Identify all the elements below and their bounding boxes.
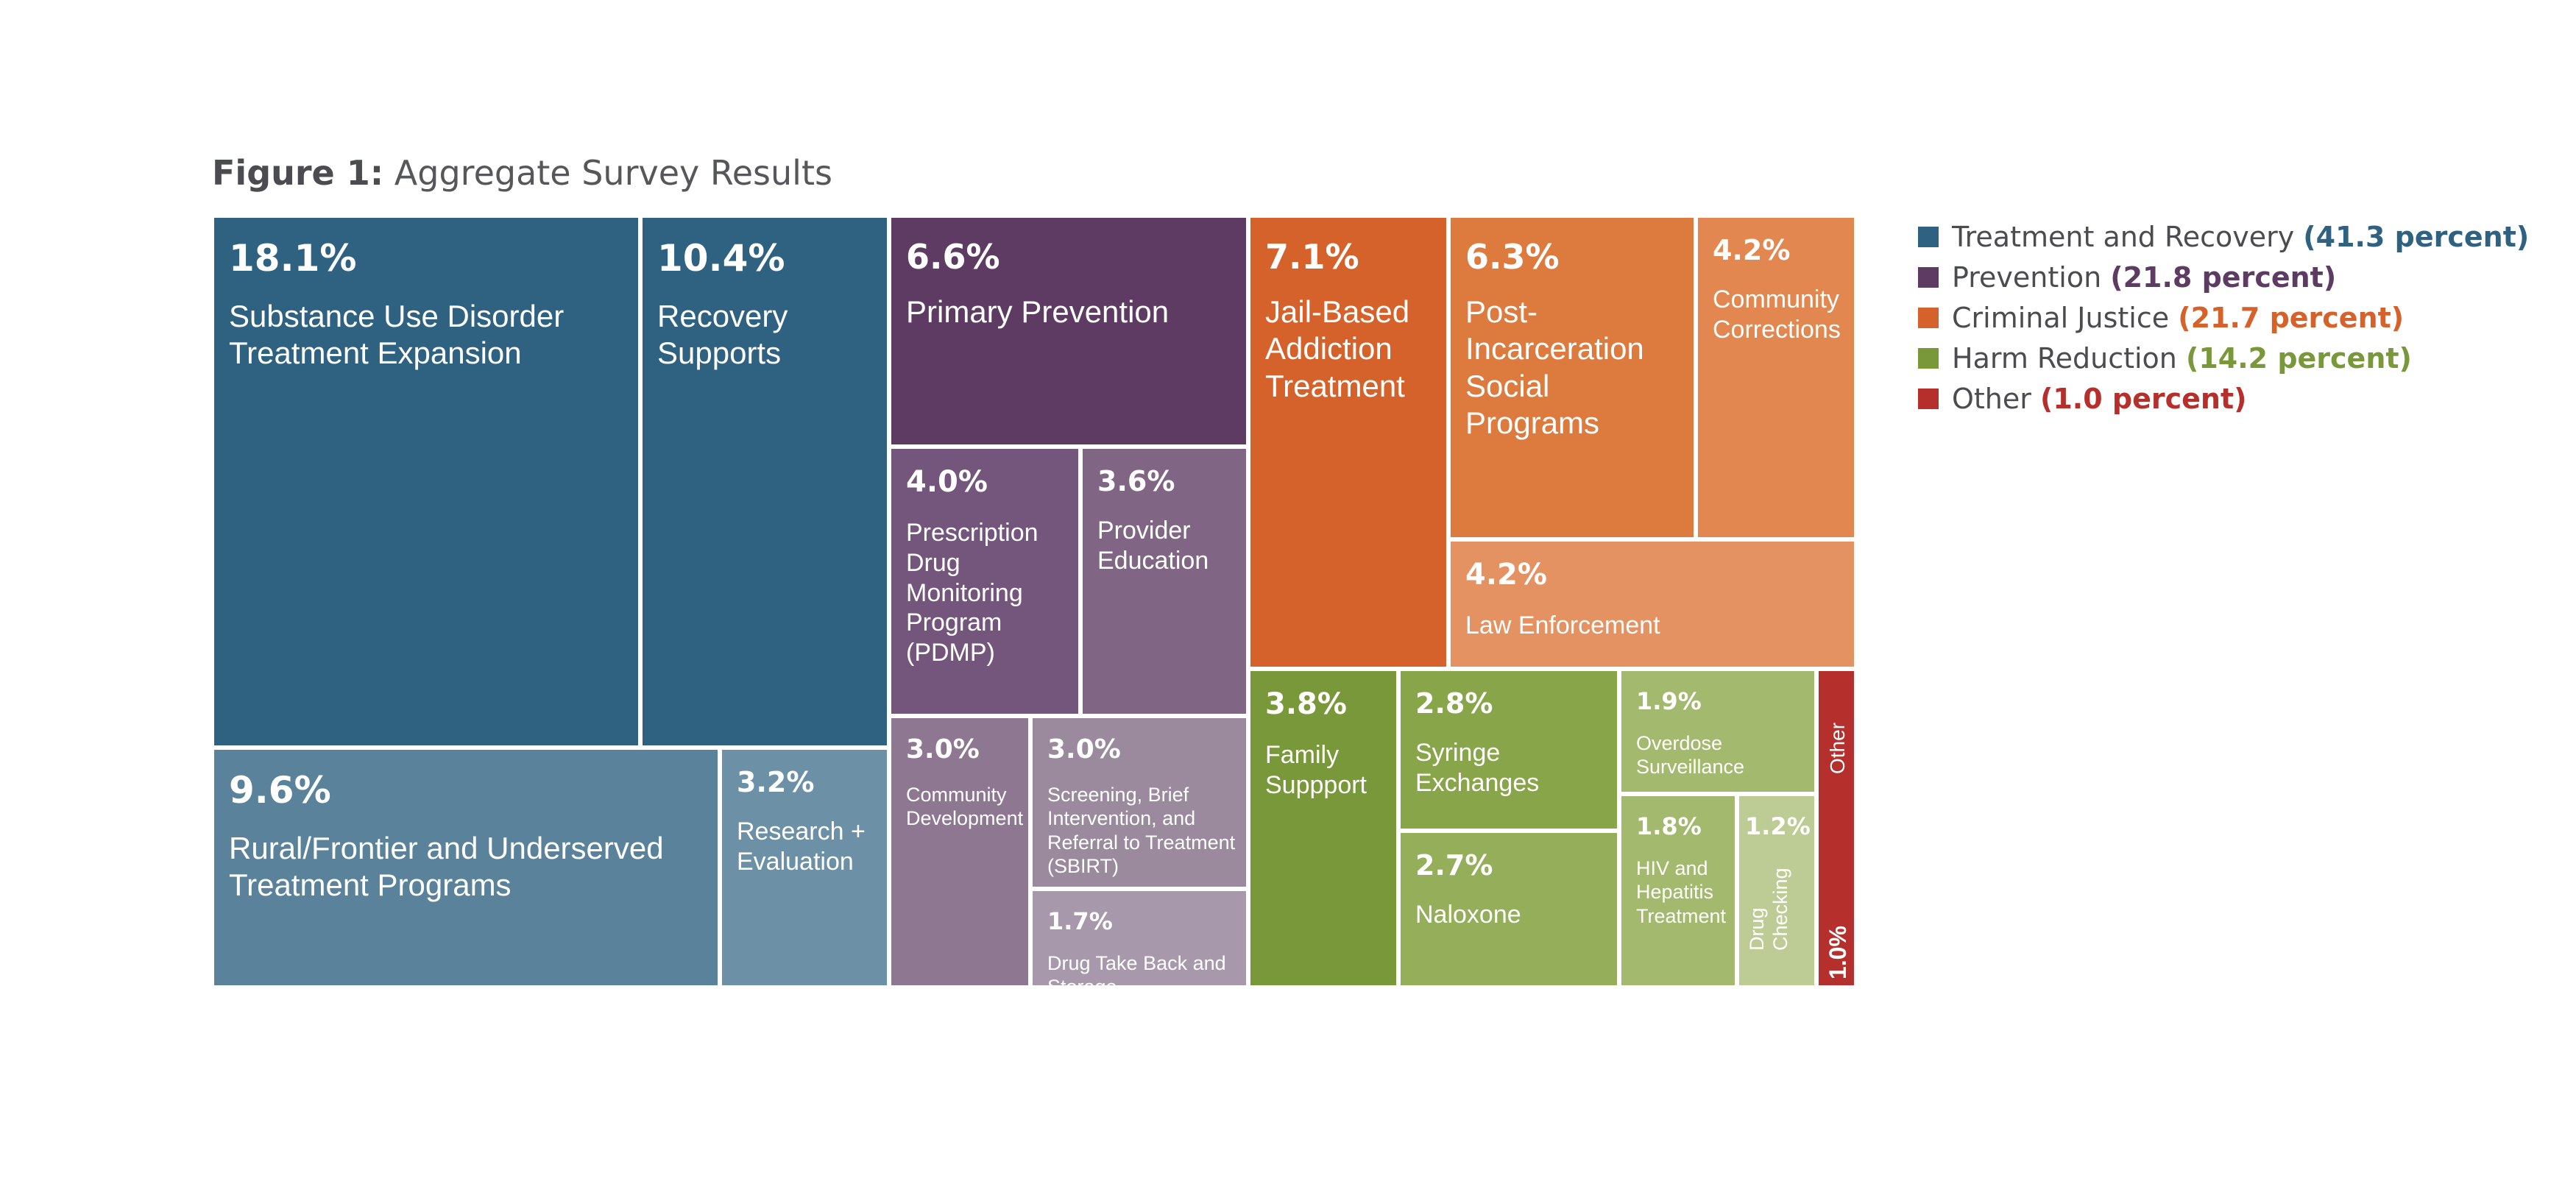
tile-recovery-supports-percent: 10.4% xyxy=(657,237,785,280)
tile-primary-prevention-label: Primary Prevention xyxy=(906,294,1170,329)
tile-primary-prevention: 6.6% Primary Prevention xyxy=(889,216,1248,447)
tile-jail-based-treatment-label: Jail-Based Addiction Treatment xyxy=(1265,294,1410,403)
tile-family-support: 3.8% Family Suppport xyxy=(1248,669,1398,987)
legend-swatch xyxy=(1918,267,1939,288)
tile-syringe-exchanges-label: Syringe Exchanges xyxy=(1415,739,1540,797)
tile-rural-frontier: 9.6% Rural/Frontier and Underserved Treat… xyxy=(212,748,720,987)
figure-title: Figure 1: Aggregate Survey Results xyxy=(212,153,832,193)
tile-hiv-hepatitis: 1.8% HIV and Hepatitis Treatment xyxy=(1619,794,1737,987)
tile-naloxone-percent: 2.7% xyxy=(1415,849,1493,882)
legend-label: Treatment and Recovery xyxy=(1952,221,2295,253)
tile-law-enforcement-percent: 4.2% xyxy=(1465,558,1547,592)
tile-provider-education: 3.6% Provider Education xyxy=(1080,447,1248,716)
tile-drug-take-back-label: Drug Take Back and Storage xyxy=(1047,952,1226,987)
tile-pdmp-percent: 4.0% xyxy=(906,465,988,499)
tile-community-corrections: 4.2% Community Corrections xyxy=(1696,216,1856,539)
tile-sud-treatment-expansion-percent: 18.1% xyxy=(229,237,357,280)
legend-swatch xyxy=(1918,227,1939,247)
legend-text: Treatment and Recovery (41.3 percent) xyxy=(1952,221,2529,253)
tile-other-label: Other xyxy=(1826,722,1849,774)
tile-post-incarceration-label: Post-Incarceration Social Programs xyxy=(1465,294,1644,441)
tile-community-development-percent: 3.0% xyxy=(906,734,980,765)
legend-label: Harm Reduction xyxy=(1952,342,2177,375)
tile-recovery-supports: 10.4% Recovery Supports xyxy=(640,216,889,748)
tile-community-corrections-label: Community Corrections xyxy=(1713,286,1841,344)
tile-sud-treatment-expansion: 18.1% Substance Use Disorder Treatment Ex… xyxy=(212,216,640,748)
tile-drug-checking-label: Drug Checking xyxy=(1746,868,1792,951)
tile-jail-based-treatment-percent: 7.1% xyxy=(1265,237,1359,277)
tile-research-evaluation-percent: 3.2% xyxy=(737,766,815,798)
tile-law-enforcement: 4.2% Law Enforcement xyxy=(1448,539,1856,669)
tile-provider-education-percent: 3.6% xyxy=(1097,465,1175,497)
tile-naloxone: 2.7% Naloxone xyxy=(1398,831,1619,987)
tile-community-corrections-percent: 4.2% xyxy=(1713,234,1791,266)
tile-pdmp: 4.0% Prescription Drug Monitoring Program… xyxy=(889,447,1080,716)
legend-text: Harm Reduction (14.2 percent) xyxy=(1952,342,2412,375)
tile-syringe-exchanges: 2.8% Syringe Exchanges xyxy=(1398,669,1619,831)
tile-sbirt: 3.0% Screening, Brief Intervention, and R… xyxy=(1030,716,1248,889)
tile-research-evaluation: 3.2% Research + Evaluation xyxy=(720,748,889,987)
tile-primary-prevention-percent: 6.6% xyxy=(906,237,1000,277)
tile-community-development: 3.0% Community Development xyxy=(889,716,1030,987)
tile-overdose-surveillance: 1.9% Overdose Surveillance xyxy=(1619,669,1816,794)
legend-value: (1.0 percent) xyxy=(2040,383,2247,415)
tile-rural-frontier-label: Rural/Frontier and Underserved Treatment… xyxy=(229,831,664,903)
tile-rural-frontier-percent: 9.6% xyxy=(229,769,331,812)
tile-syringe-exchanges-percent: 2.8% xyxy=(1415,687,1493,720)
tile-family-support-label: Family Suppport xyxy=(1265,741,1367,799)
tile-family-support-percent: 3.8% xyxy=(1265,687,1347,721)
legend-swatch xyxy=(1918,308,1939,328)
tile-law-enforcement-label: Law Enforcement xyxy=(1465,611,1660,639)
tile-jail-based-treatment: 7.1% Jail-Based Addiction Treatment xyxy=(1248,216,1448,669)
legend-swatch xyxy=(1918,389,1939,409)
legend-value: (41.3 percent) xyxy=(2303,221,2530,253)
tile-naloxone-label: Naloxone xyxy=(1415,901,1521,929)
tile-other: Other 1.0% xyxy=(1816,669,1856,987)
tile-post-incarceration-percent: 6.3% xyxy=(1465,237,1560,277)
tile-hiv-hepatitis-label: HIV and Hepatitis Treatment xyxy=(1636,857,1727,927)
legend-value: (14.2 percent) xyxy=(2185,342,2412,375)
tile-hiv-hepatitis-percent: 1.8% xyxy=(1636,812,1702,840)
tile-pdmp-label: Prescription Drug Monitoring Program (PD… xyxy=(906,519,1038,667)
tile-overdose-surveillance-label: Overdose Surveillance xyxy=(1636,732,1745,779)
tile-community-development-label: Community Development xyxy=(906,784,1024,830)
tile-drug-checking: 1.2% Drug Checking xyxy=(1737,794,1816,987)
tile-drug-take-back-percent: 1.7% xyxy=(1047,907,1113,935)
legend-label: Criminal Justice xyxy=(1952,302,2170,334)
tile-post-incarceration: 6.3% Post-Incarceration Social Programs xyxy=(1448,216,1696,539)
legend-text: Other (1.0 percent) xyxy=(1952,383,2247,415)
legend-text: Prevention (21.8 percent) xyxy=(1952,261,2336,294)
figure-title-text: Aggregate Survey Results xyxy=(394,153,832,193)
tile-sud-treatment-expansion-label: Substance Use Disorder Treatment Expansi… xyxy=(229,299,565,371)
legend-text: Criminal Justice (21.7 percent) xyxy=(1952,302,2404,334)
tile-drug-take-back: 1.7% Drug Take Back and Storage xyxy=(1030,889,1248,987)
legend-label: Prevention xyxy=(1952,261,2102,294)
tile-research-evaluation-label: Research + Evaluation xyxy=(737,818,866,876)
legend-swatch xyxy=(1918,348,1939,369)
tile-recovery-supports-label: Recovery Supports xyxy=(657,299,788,371)
tile-overdose-surveillance-percent: 1.9% xyxy=(1636,687,1702,715)
tile-other-percent: 1.0% xyxy=(1825,926,1851,979)
figure-title-number: Figure 1: xyxy=(212,153,384,193)
tile-sbirt-percent: 3.0% xyxy=(1047,734,1121,765)
tile-drug-checking-percent: 1.2% xyxy=(1745,812,1811,840)
tile-provider-education-label: Provider Education xyxy=(1097,517,1209,575)
legend-value: (21.7 percent) xyxy=(2178,302,2405,334)
legend-value: (21.8 percent) xyxy=(2110,261,2337,294)
legend-label: Other xyxy=(1952,383,2031,415)
tile-sbirt-label: Screening, Brief Intervention, and Refer… xyxy=(1047,784,1236,878)
